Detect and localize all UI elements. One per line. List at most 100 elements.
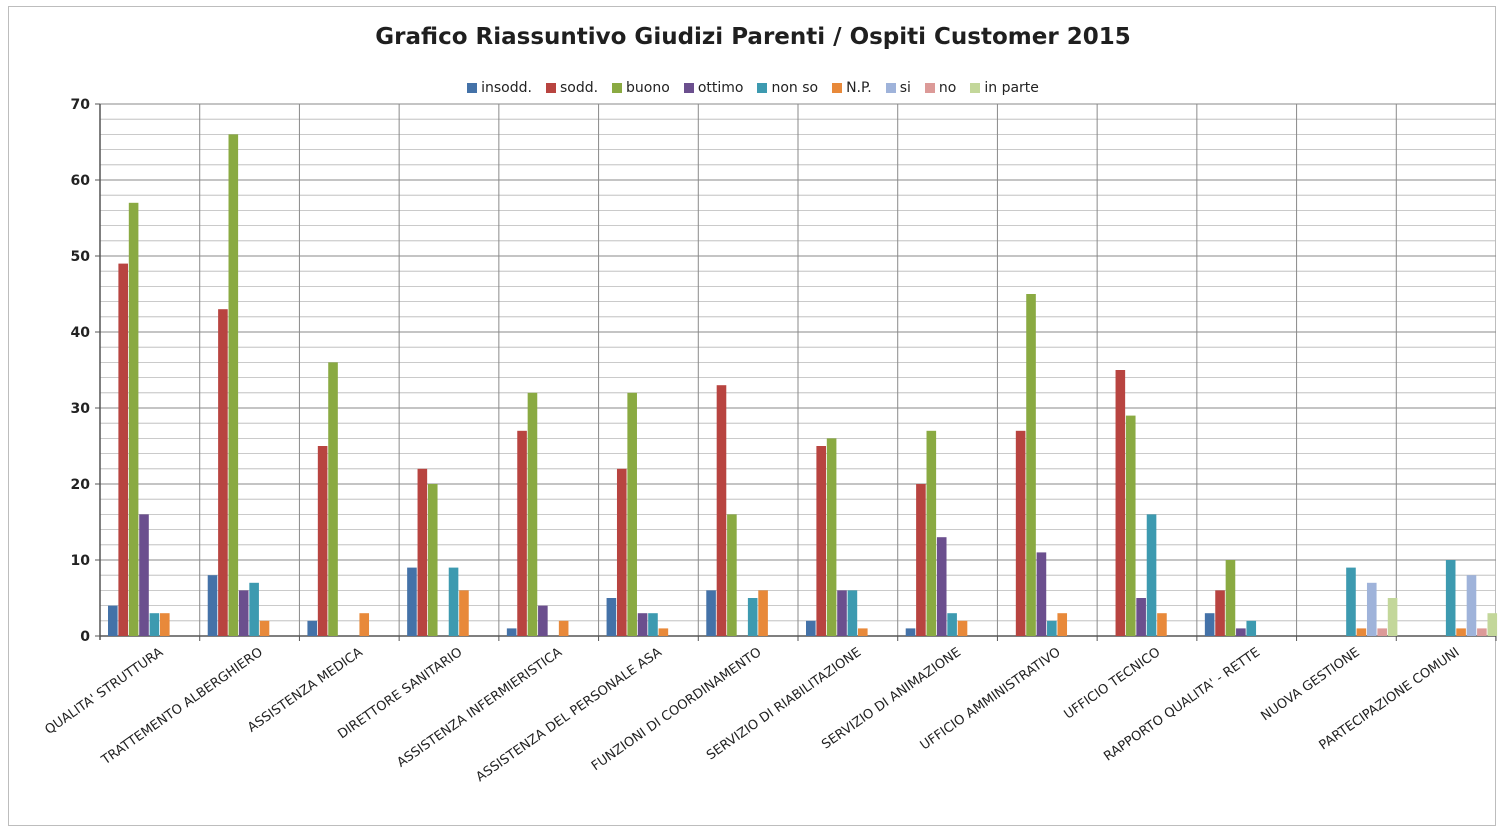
- legend-swatch: [683, 83, 694, 93]
- bar: [905, 628, 916, 636]
- category-label: ASSISTENZA INFERMIERISTICA: [394, 645, 565, 771]
- bar: [1346, 567, 1356, 636]
- bar: [1036, 552, 1047, 636]
- bar: [1387, 598, 1398, 636]
- bar: [606, 598, 617, 636]
- bar: [926, 430, 937, 636]
- bar: [1246, 620, 1257, 636]
- category-label: SERVIZIO DI RIABILITAZIONE: [704, 645, 864, 763]
- legend-item: N.P.: [832, 80, 872, 96]
- category-label: UFFICIO TECNICO: [1062, 645, 1164, 722]
- bar: [307, 620, 318, 636]
- legend-label: si: [899, 80, 911, 96]
- bar: [847, 590, 858, 636]
- bar: [317, 446, 328, 636]
- y-tick-label: 70: [71, 97, 91, 113]
- bar: [359, 613, 370, 636]
- chart-title: Grafico Riassuntivo Giudizi Parenti / Os…: [375, 24, 1131, 50]
- legend-item: insodd.: [467, 80, 532, 96]
- bar: [108, 605, 118, 636]
- bar: [207, 575, 218, 636]
- bar: [149, 613, 160, 636]
- bar: [1477, 628, 1487, 636]
- bar: [637, 613, 648, 636]
- y-tick-label: 20: [71, 477, 91, 493]
- bar: [648, 613, 658, 636]
- y-tick-label: 0: [80, 629, 90, 645]
- y-tick-label: 40: [71, 325, 91, 341]
- bar: [957, 620, 968, 636]
- legend-swatch: [545, 83, 556, 93]
- legend-swatch: [885, 83, 896, 93]
- bar: [616, 468, 627, 636]
- legend-label: N.P.: [846, 80, 872, 96]
- bar: [527, 392, 538, 636]
- bar: [1136, 598, 1146, 636]
- bar: [506, 628, 517, 636]
- bar: [936, 537, 947, 636]
- legend-item: sodd.: [545, 80, 599, 96]
- bar: [858, 628, 868, 636]
- bar: [1487, 613, 1498, 636]
- chart-frame: [8, 6, 1496, 826]
- bar: [1026, 294, 1036, 636]
- bar: [627, 392, 637, 636]
- legend-label: insodd.: [481, 80, 532, 96]
- bar: [716, 385, 727, 636]
- bar: [1057, 613, 1068, 636]
- bar: [249, 582, 259, 636]
- y-tick-label: 50: [71, 249, 91, 265]
- legend-label: in parte: [984, 80, 1039, 96]
- bar: [758, 590, 768, 636]
- y-tick-label: 10: [71, 553, 91, 569]
- bar: [218, 309, 228, 636]
- bar: [259, 620, 270, 636]
- bar: [160, 613, 170, 636]
- bar: [427, 484, 438, 636]
- legend-label: non so: [771, 80, 819, 96]
- legend-swatch: [970, 83, 981, 93]
- bar: [1236, 628, 1246, 636]
- category-label: FUNZIONI DI COORDINAMENTO: [589, 645, 764, 774]
- bar: [517, 430, 527, 636]
- legend-item: in parte: [970, 80, 1039, 96]
- bar: [128, 202, 139, 637]
- bar: [1146, 514, 1157, 636]
- bar: [1445, 560, 1456, 636]
- bar: [118, 263, 128, 636]
- bar: [228, 134, 239, 636]
- bar: [328, 362, 338, 636]
- bar: [1115, 370, 1126, 636]
- bar: [658, 628, 669, 636]
- legend-item: buono: [612, 80, 670, 96]
- legend-label: no: [938, 80, 957, 96]
- bar: [806, 620, 816, 636]
- bar: [1377, 628, 1387, 636]
- bar: [727, 514, 737, 636]
- bar: [747, 598, 758, 636]
- bar: [407, 567, 417, 636]
- category-label: NUOVA GESTIONE: [1258, 645, 1362, 724]
- y-tick-label: 60: [71, 173, 91, 189]
- bar: [1366, 582, 1377, 636]
- bar: [448, 567, 459, 636]
- bar: [459, 590, 469, 636]
- legend-item: non so: [757, 80, 818, 96]
- legend-item: si: [885, 80, 911, 96]
- bar: [706, 590, 716, 636]
- bar: [139, 514, 149, 636]
- legend-swatch: [924, 83, 935, 93]
- bar: [1456, 628, 1466, 636]
- bar: [1204, 613, 1215, 636]
- bar: [826, 438, 837, 636]
- legend-label: ottimo: [697, 80, 744, 96]
- legend-label: sodd.: [559, 80, 599, 96]
- category-label: TRATTEMENTO ALBERGHIERO: [98, 645, 266, 769]
- bar: [538, 605, 548, 636]
- bar: [837, 590, 847, 636]
- bar: [1125, 415, 1136, 636]
- bar: [1215, 590, 1225, 636]
- bar: [916, 484, 926, 636]
- bar: [1356, 628, 1367, 636]
